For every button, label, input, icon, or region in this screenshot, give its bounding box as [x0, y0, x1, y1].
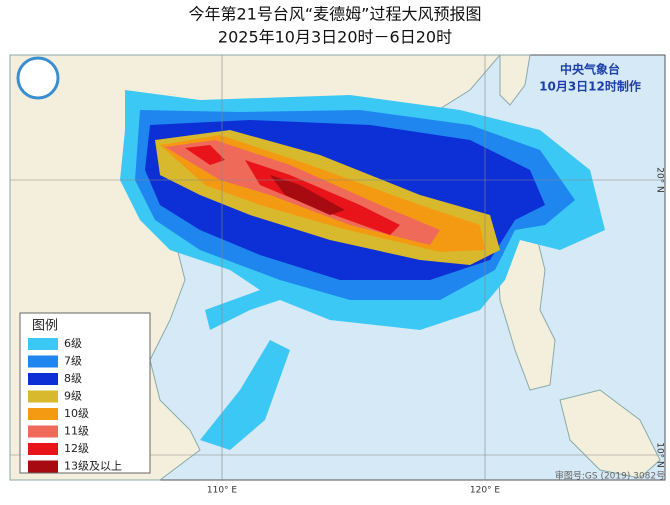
logo: [16, 56, 60, 100]
legend-swatch: [28, 373, 58, 385]
legend-label: 7级: [64, 355, 82, 368]
legend-swatch: [28, 355, 58, 368]
islands: [559, 389, 661, 479]
legend-label: 8级: [64, 372, 82, 385]
agency: 中央气象台: [560, 62, 620, 77]
legend-label: 12级: [64, 442, 89, 455]
lat-label: 20° N: [655, 167, 665, 193]
legend-label: 11级: [64, 425, 89, 438]
lon-label: 120° E: [470, 486, 501, 496]
legend-swatch: [28, 390, 58, 403]
legend-label: 13级及以上: [64, 460, 122, 473]
subtitle: 2025年10月3日20时－6日20时: [218, 28, 452, 47]
legend-swatch: [28, 408, 58, 420]
legend-swatch: [28, 425, 58, 438]
issue-time: 10月3日12时制作: [539, 79, 641, 94]
map: 中央气象台 10月3日12时制作: [9, 54, 666, 481]
legend-swatch: [28, 460, 58, 473]
level-13: [270, 175, 345, 215]
taiwan: [499, 54, 531, 106]
lon-label: 110° E: [207, 486, 238, 496]
legend-title: 图例: [32, 319, 58, 334]
title: 今年第21号台风“麦德姆”过程大风预报图: [189, 5, 482, 24]
legend-label: 6级: [64, 337, 82, 350]
approval: 审图号:GS (2019) 3082号: [555, 470, 665, 482]
legend-swatch: [28, 338, 58, 350]
legend-swatch: [28, 443, 58, 455]
lat-label: 10° N: [655, 442, 665, 468]
legend: 图例 6级 7级 8级 9级 10级 11级 12级 13级及以上: [19, 312, 151, 474]
legend-label: 9级: [64, 390, 82, 403]
legend-label: 10级: [64, 407, 89, 420]
